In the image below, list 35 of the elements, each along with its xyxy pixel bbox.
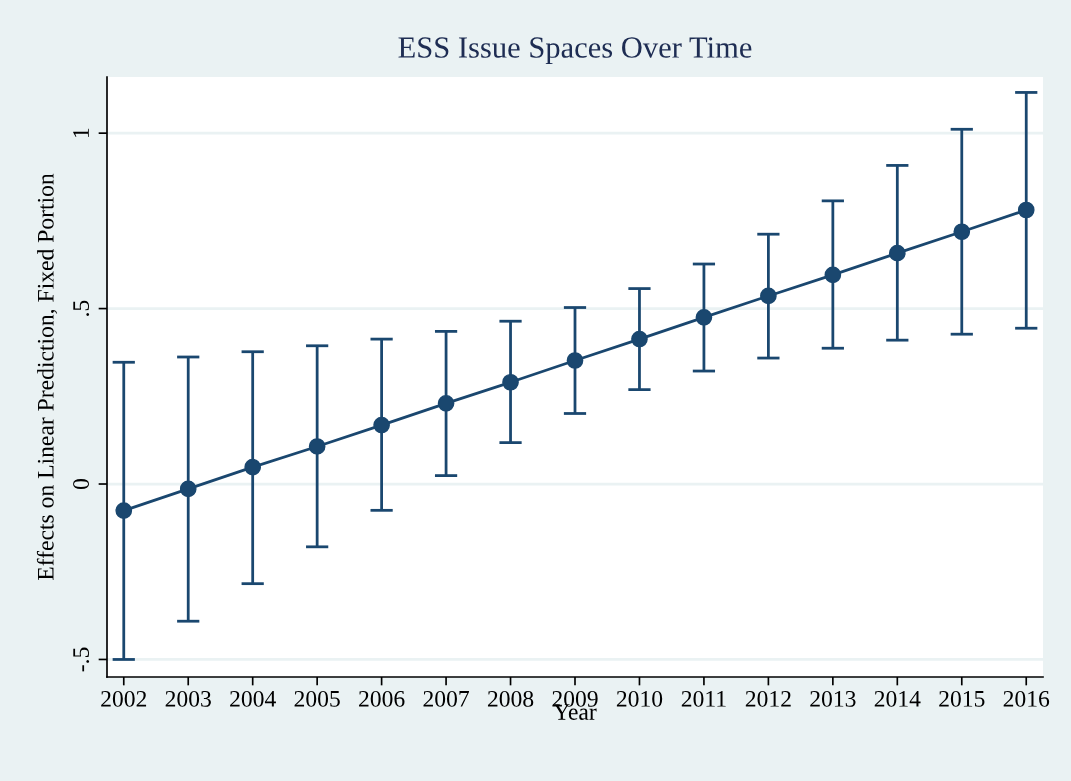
x-tick-label: 2015	[939, 690, 985, 707]
point	[437, 394, 455, 412]
point	[824, 266, 842, 284]
point	[760, 287, 777, 305]
x-tick-label: 2004	[230, 690, 276, 707]
point	[1017, 201, 1035, 219]
y-tick-label: -.5	[73, 647, 90, 672]
y-axis-title: Effects on Linear Prediction, Fixed Portion	[36, 173, 58, 581]
x-tick-label: 2007	[423, 690, 470, 707]
point	[695, 309, 713, 326]
y-tick-label: 1	[73, 128, 89, 137]
x-tick-label: 2008	[487, 690, 534, 707]
x-tick-label: 2011	[681, 690, 726, 707]
x-tick-label: 2016	[1003, 690, 1050, 707]
point	[566, 352, 584, 369]
x-tick-label: 2005	[294, 690, 340, 707]
chart-title: ESS Issue Spaces Over Time	[398, 37, 752, 65]
x-tick-label: 2010	[616, 690, 663, 707]
x-tick-label: 2003	[165, 690, 211, 707]
point	[373, 416, 390, 434]
x-tick-label: 2006	[359, 690, 405, 707]
point	[888, 244, 906, 262]
point	[308, 438, 326, 455]
x-tick-label: 2002	[101, 690, 147, 707]
x-tick-label: 2014	[874, 690, 921, 707]
point	[179, 480, 197, 498]
point	[244, 458, 262, 476]
x-tick-label: 2013	[810, 690, 856, 707]
point	[502, 373, 519, 391]
y-tick-label: .5	[73, 300, 90, 316]
y-tick-label: 0	[73, 479, 90, 490]
point	[953, 223, 971, 241]
x-tick-label: 2012	[745, 690, 791, 707]
point	[631, 330, 648, 348]
point	[115, 502, 133, 520]
